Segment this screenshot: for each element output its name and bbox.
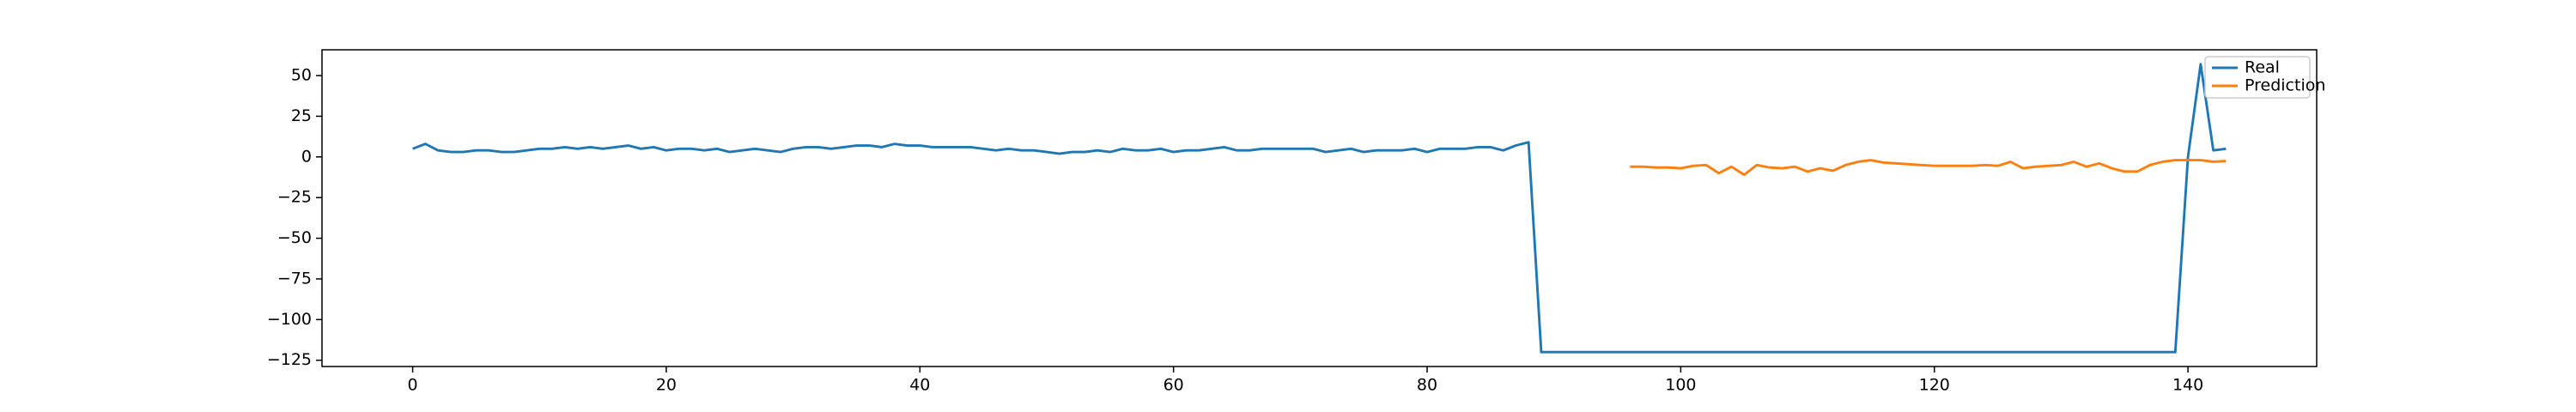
line-series — [1630, 159, 2227, 177]
y-tick-label: 50 — [291, 66, 312, 85]
y-tick-label: −75 — [277, 269, 312, 288]
y-tick-label: −125 — [267, 350, 312, 369]
x-tick-label: 40 — [909, 376, 930, 395]
y-tick-label: 25 — [291, 106, 312, 125]
legend-label: Real — [2245, 58, 2280, 77]
legend-label: Prediction — [2245, 76, 2325, 95]
x-tick-label: 20 — [656, 376, 677, 395]
x-tick-label: 100 — [1665, 376, 1696, 395]
x-tick-label: 120 — [1919, 376, 1950, 395]
x-tick-label: 60 — [1163, 376, 1184, 395]
x-tick-label: 0 — [408, 376, 418, 395]
y-tick-label: −100 — [267, 310, 312, 329]
line-series — [412, 63, 2227, 354]
y-tick-label: −25 — [277, 188, 312, 207]
x-tick-label: 80 — [1417, 376, 1437, 395]
x-tick-label: 140 — [2172, 376, 2203, 395]
plot-frame — [321, 49, 2318, 367]
y-tick-label: 0 — [301, 147, 312, 166]
y-tick-label: −50 — [277, 228, 312, 247]
